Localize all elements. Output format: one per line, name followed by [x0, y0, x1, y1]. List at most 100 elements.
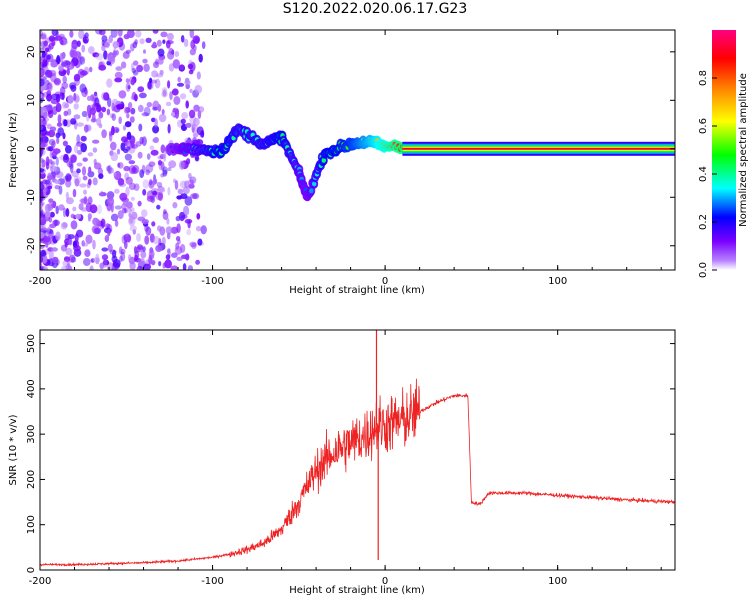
noise-speckle — [76, 168, 81, 174]
noise-speckle — [170, 265, 179, 270]
noise-speckle — [86, 95, 92, 101]
noise-speckle — [152, 41, 157, 48]
noise-speckle — [139, 258, 145, 265]
noise-speckle — [41, 50, 46, 59]
noise-speckle — [47, 44, 51, 53]
noise-speckle — [65, 145, 72, 154]
noise-speckle — [121, 234, 127, 244]
noise-speckle — [61, 61, 67, 67]
noise-speckle — [73, 176, 82, 184]
noise-speckle — [141, 209, 148, 218]
noise-speckle — [104, 235, 110, 242]
noise-speckle — [196, 139, 204, 146]
noise-speckle — [57, 127, 64, 136]
noise-speckle — [88, 166, 92, 174]
noise-speckle — [148, 161, 156, 167]
noise-speckle — [68, 160, 74, 169]
noise-speckle — [42, 68, 47, 76]
noise-speckle — [120, 61, 127, 69]
noise-speckle — [118, 90, 127, 99]
noise-speckle — [99, 30, 106, 36]
noise-speckle — [80, 143, 87, 153]
noise-speckle — [127, 85, 131, 90]
noise-speckle — [109, 249, 117, 255]
colorbar-tick-label: 0.0 — [698, 262, 709, 278]
noise-speckle — [46, 123, 52, 130]
noise-speckle — [128, 212, 132, 218]
y-tick-label: 400 — [26, 379, 37, 398]
noise-speckle — [48, 42, 54, 50]
noise-speckle — [77, 149, 83, 155]
noise-speckle — [130, 167, 138, 174]
noise-speckle — [75, 95, 80, 103]
noise-speckle — [94, 97, 100, 107]
noise-speckle — [123, 165, 131, 172]
noise-speckle — [67, 108, 72, 116]
noise-speckle — [173, 96, 181, 105]
noise-speckle — [125, 201, 133, 209]
noise-speckle — [197, 106, 205, 113]
noise-speckle — [50, 126, 57, 132]
noise-speckle — [44, 179, 52, 186]
noise-speckle — [109, 55, 115, 63]
noise-speckle — [170, 112, 176, 117]
noise-speckle — [192, 133, 199, 138]
noise-speckle — [155, 244, 163, 252]
noise-speckle — [78, 30, 85, 39]
noise-speckle — [83, 189, 87, 195]
noise-speckle — [120, 248, 126, 255]
noise-speckle — [176, 256, 183, 261]
noise-speckle — [183, 38, 189, 48]
noise-speckle — [199, 130, 204, 138]
x-tick-label: -100 — [201, 576, 224, 587]
x-tick-label: -100 — [201, 276, 224, 287]
noise-speckle — [111, 113, 117, 121]
x-tick-label: 0 — [382, 276, 388, 287]
noise-speckle — [149, 145, 155, 150]
noise-speckle — [63, 119, 68, 127]
noise-speckle — [179, 64, 184, 71]
noise-speckle — [129, 116, 135, 123]
noise-speckle — [70, 43, 78, 50]
noise-speckle — [159, 69, 164, 75]
noise-speckle — [64, 175, 69, 182]
noise-speckle — [64, 241, 68, 248]
noise-speckle — [60, 39, 64, 45]
noise-speckle — [168, 47, 174, 55]
noise-speckle — [40, 207, 43, 217]
noise-speckle — [79, 56, 86, 65]
noise-speckle — [96, 204, 102, 215]
noise-speckle — [197, 110, 202, 119]
noise-speckle — [81, 242, 89, 247]
noise-speckle — [58, 65, 64, 72]
noise-speckle — [167, 123, 171, 134]
noise-speckle — [167, 167, 172, 172]
noise-speckle — [190, 39, 196, 50]
noise-speckle — [48, 216, 53, 223]
noise-speckle — [150, 260, 156, 266]
noise-speckle — [194, 84, 203, 94]
y-tick-label: 200 — [26, 470, 37, 489]
noise-speckle — [146, 190, 155, 200]
noise-speckle — [171, 88, 179, 96]
noise-speckle — [162, 166, 168, 175]
noise-speckle — [200, 225, 207, 235]
noise-speckle — [107, 164, 112, 175]
noise-speckle — [40, 202, 44, 208]
noise-speckle — [111, 125, 115, 136]
noise-speckle — [89, 107, 97, 115]
noise-speckle — [142, 179, 150, 189]
noise-speckle — [162, 89, 167, 97]
noise-speckle — [45, 182, 53, 188]
noise-speckle — [153, 190, 157, 198]
noise-speckle — [129, 225, 137, 232]
noise-speckle — [189, 48, 196, 56]
noise-speckle — [152, 235, 160, 245]
noise-speckle — [160, 144, 166, 154]
noise-speckle — [126, 131, 132, 140]
noise-speckle — [137, 104, 144, 113]
noise-speckle — [51, 247, 58, 252]
noise-speckle — [130, 62, 135, 71]
noise-speckle — [123, 200, 128, 206]
noise-speckle — [132, 164, 140, 174]
